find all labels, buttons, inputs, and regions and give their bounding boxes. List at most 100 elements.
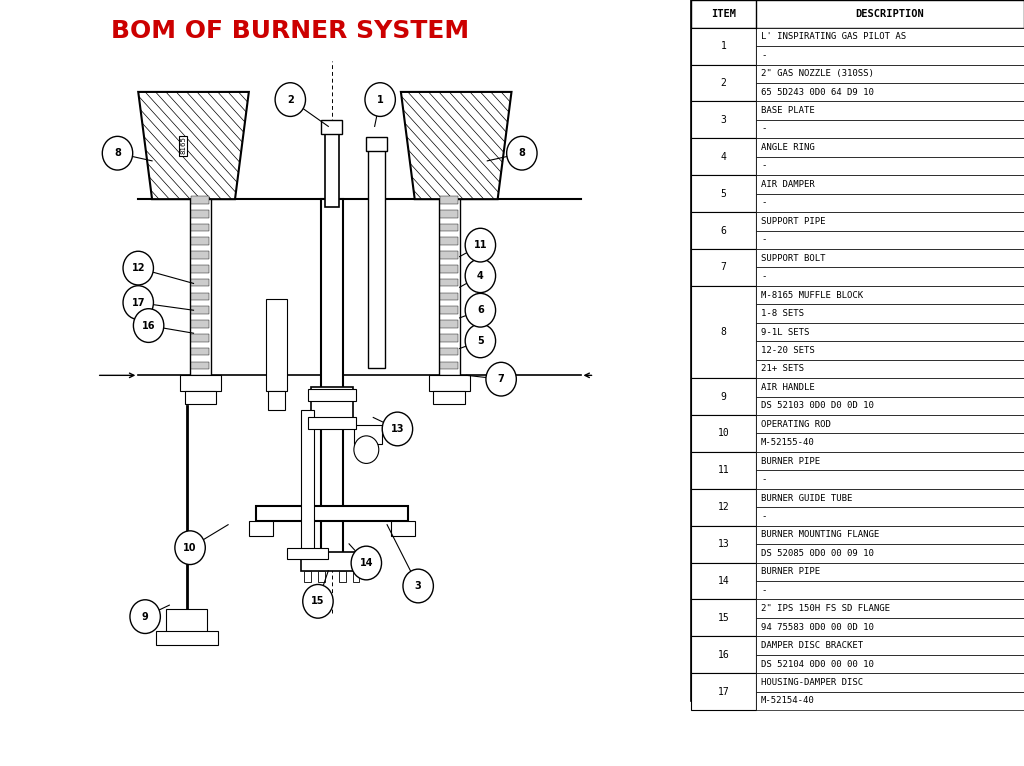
Text: 65 5D243 0D0 64 D9 10: 65 5D243 0D0 64 D9 10	[761, 88, 873, 97]
Text: 8: 8	[518, 148, 525, 159]
Text: -: -	[761, 51, 766, 60]
Circle shape	[486, 362, 516, 396]
Text: 17: 17	[718, 686, 729, 696]
Bar	[756, 434, 1024, 452]
Text: BASE PLATE: BASE PLATE	[761, 106, 815, 115]
Bar	[756, 212, 1024, 231]
Bar	[191, 293, 210, 300]
Bar	[756, 581, 1024, 600]
Bar	[440, 251, 459, 259]
Bar	[191, 237, 210, 245]
Bar	[691, 452, 756, 489]
Text: 16: 16	[718, 650, 729, 660]
Bar	[440, 320, 459, 328]
Bar	[440, 306, 459, 314]
Bar	[433, 391, 465, 404]
Bar	[691, 286, 756, 378]
Text: 9-1L SETS: 9-1L SETS	[761, 328, 809, 336]
Bar	[756, 600, 1024, 618]
Bar	[756, 378, 1024, 397]
Text: 7: 7	[498, 374, 505, 385]
Bar	[691, 101, 756, 139]
Text: 9: 9	[721, 391, 727, 401]
Text: -: -	[761, 162, 766, 171]
Text: BURNER PIPE: BURNER PIPE	[761, 568, 820, 576]
Bar	[756, 544, 1024, 562]
Bar	[756, 101, 1024, 120]
Text: AIR DAMPER: AIR DAMPER	[761, 180, 815, 189]
Circle shape	[365, 83, 395, 116]
Text: L' INSPIRATING GAS PILOT AS: L' INSPIRATING GAS PILOT AS	[761, 32, 906, 41]
Text: M-52155-40: M-52155-40	[761, 438, 815, 447]
Bar	[311, 387, 352, 429]
Bar	[367, 137, 387, 151]
Text: 10: 10	[183, 542, 197, 553]
Circle shape	[133, 309, 164, 342]
Bar	[318, 571, 325, 582]
Text: 3: 3	[415, 581, 422, 591]
Circle shape	[403, 569, 433, 603]
Bar	[191, 224, 210, 231]
Bar	[756, 562, 1024, 581]
Text: 16: 16	[142, 320, 156, 331]
Text: 15: 15	[718, 613, 729, 623]
Text: 1: 1	[721, 41, 727, 51]
Bar	[191, 348, 210, 355]
Bar	[756, 322, 1024, 341]
Text: 12: 12	[718, 502, 729, 512]
Circle shape	[465, 293, 496, 327]
Text: 8: 8	[114, 148, 121, 159]
Text: 12-20 SETS: 12-20 SETS	[761, 346, 815, 355]
Text: BURNER PIPE: BURNER PIPE	[761, 457, 820, 466]
Text: -: -	[761, 586, 766, 594]
Text: 94 75583 0D0 00 0D 10: 94 75583 0D0 00 0D 10	[761, 623, 873, 632]
Text: -: -	[761, 235, 766, 244]
Text: 6: 6	[721, 225, 727, 236]
Bar	[440, 362, 459, 369]
Text: -: -	[761, 125, 766, 133]
Bar	[339, 571, 346, 582]
Bar	[756, 637, 1024, 655]
Bar	[691, 0, 1024, 28]
Bar	[756, 267, 1024, 286]
Circle shape	[175, 531, 205, 565]
Bar	[756, 618, 1024, 637]
Bar	[369, 142, 385, 368]
Bar	[440, 279, 459, 286]
Bar	[691, 175, 756, 212]
Text: 13: 13	[718, 539, 729, 549]
Text: 2" GAS NOZZLE (310SS): 2" GAS NOZZLE (310SS)	[761, 69, 873, 78]
Text: -: -	[761, 475, 766, 484]
Bar	[691, 673, 756, 710]
Bar	[184, 391, 216, 404]
Circle shape	[507, 136, 537, 170]
Text: 17: 17	[131, 297, 145, 308]
Bar	[256, 506, 408, 521]
Bar	[691, 600, 756, 637]
Bar	[191, 334, 210, 342]
Text: 13: 13	[391, 424, 404, 434]
Text: 15: 15	[311, 596, 325, 607]
Bar	[756, 525, 1024, 544]
Text: 4: 4	[721, 152, 727, 162]
Circle shape	[275, 83, 305, 116]
Bar	[321, 199, 343, 559]
Bar	[756, 470, 1024, 489]
Bar	[440, 237, 459, 245]
Bar	[756, 415, 1024, 434]
Bar	[691, 249, 756, 286]
Bar	[691, 562, 756, 600]
Bar	[390, 521, 415, 536]
Text: BOM OF BURNER SYSTEM: BOM OF BURNER SYSTEM	[112, 18, 469, 43]
Bar	[756, 83, 1024, 101]
Bar	[191, 362, 210, 369]
Bar	[439, 199, 460, 375]
Bar	[180, 375, 221, 391]
Text: SUPPORT PIPE: SUPPORT PIPE	[761, 217, 825, 226]
Text: HOUSING-DAMPER DISC: HOUSING-DAMPER DISC	[761, 678, 863, 687]
Text: DS 52103 0D0 D0 0D 10: DS 52103 0D0 D0 0D 10	[761, 401, 873, 411]
Circle shape	[123, 286, 154, 319]
Bar	[156, 631, 218, 645]
Text: BURNER MOUNTING FLANGE: BURNER MOUNTING FLANGE	[761, 530, 880, 539]
Bar	[756, 139, 1024, 157]
